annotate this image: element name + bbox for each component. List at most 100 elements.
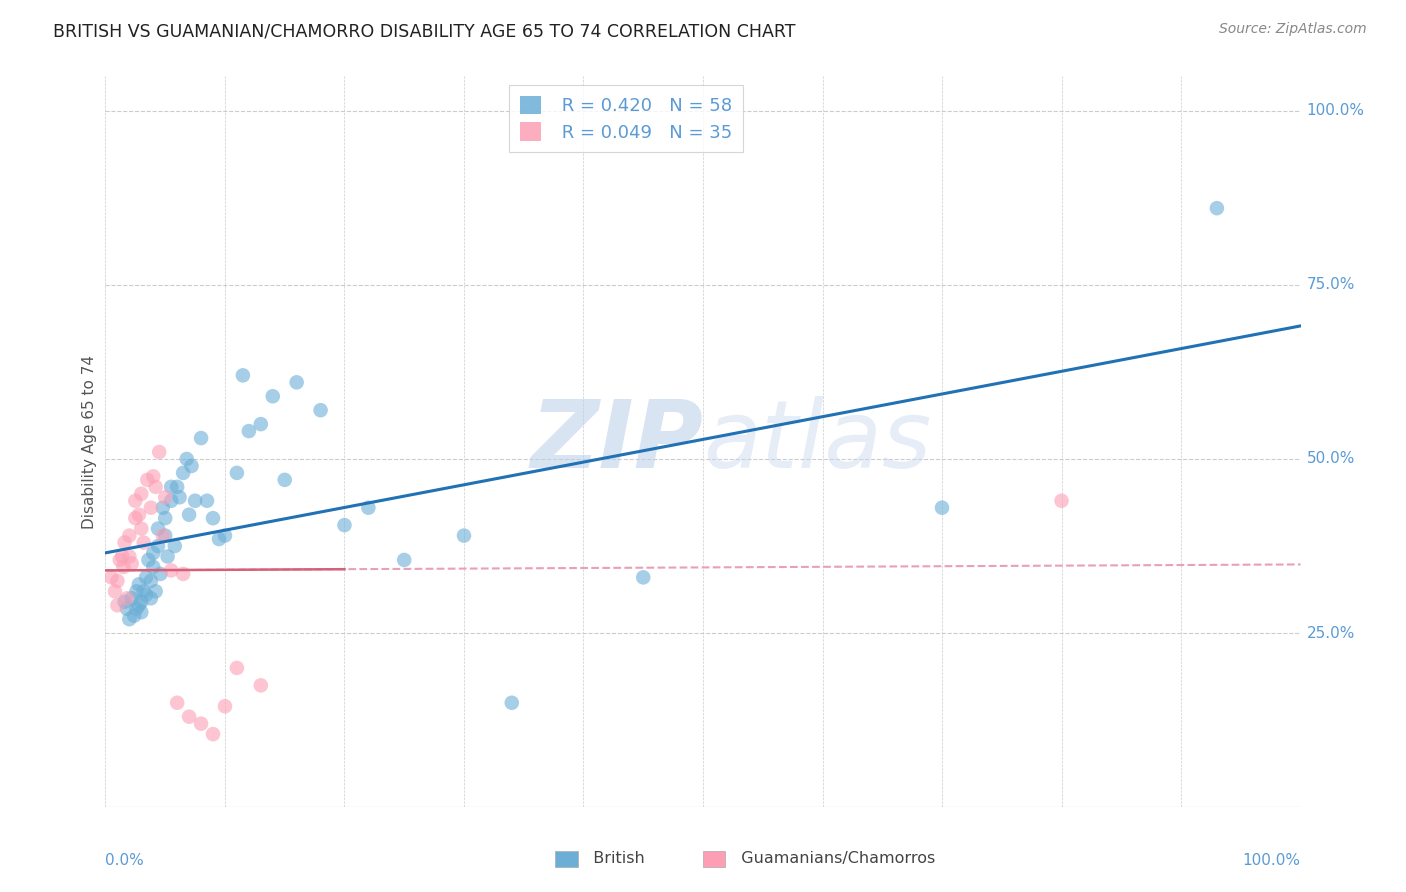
Point [122,608,145,623]
Point [146,539,169,553]
Point [357,500,380,515]
Text: 50.0%: 50.0% [1306,451,1355,467]
Point [100,570,122,584]
Point [202,511,225,525]
Text: ZIP: ZIP [530,395,703,488]
Point [118,612,141,626]
Point [115,591,138,606]
Point [250,678,273,692]
Point [142,546,165,560]
Point [135,570,157,584]
Point [392,553,416,567]
Point [124,493,146,508]
Point [146,522,169,536]
Point [1050,493,1073,508]
Point [309,403,332,417]
Point [177,709,201,723]
Point [114,595,136,609]
Point [225,661,249,675]
Point [128,508,150,522]
Point [153,490,177,504]
Point [107,574,129,588]
Point [238,424,260,438]
Point [153,511,177,525]
Point [202,727,225,741]
Point [111,549,134,564]
Point [114,535,136,549]
Point [166,480,188,494]
Point [177,508,201,522]
Point [118,528,141,542]
Point [208,532,231,546]
Point [190,716,212,731]
Point [152,528,174,542]
Point [169,490,191,504]
Point [129,595,153,609]
Point [118,549,141,564]
Point [172,566,194,581]
Point [148,445,170,459]
Point [160,493,183,508]
Point [285,376,308,390]
Point [214,528,236,542]
Text: Source: ZipAtlas.com: Source: ZipAtlas.com [1219,22,1367,37]
Point [125,584,148,599]
Point [125,601,148,615]
Point [132,584,155,599]
Point [129,605,153,619]
Point [135,588,157,602]
Point [121,591,143,606]
Point [145,584,167,599]
Point [139,500,162,515]
Point [190,431,212,445]
Point [501,696,523,710]
Text: atlas: atlas [703,396,931,487]
Point [166,696,188,710]
Point [262,389,284,403]
Point [195,493,218,508]
Point [129,522,153,536]
Point [129,487,153,501]
Point [136,473,159,487]
Point [333,518,356,533]
Point [160,563,183,577]
Text: British: British [583,851,645,865]
Point [145,480,167,494]
Point [121,557,143,571]
Point [176,452,198,467]
Point [160,480,183,494]
Point [250,417,273,431]
Point [931,500,953,515]
Point [156,549,179,564]
Point [180,458,202,473]
Point [142,560,165,574]
Point [225,466,249,480]
Point [184,493,207,508]
Point [107,599,129,613]
Text: 100.0%: 100.0% [1243,853,1301,868]
Text: 100.0%: 100.0% [1306,103,1365,118]
Point [128,577,150,591]
Text: BRITISH VS GUAMANIAN/CHAMORRO DISABILITY AGE 65 TO 74 CORRELATION CHART: BRITISH VS GUAMANIAN/CHAMORRO DISABILITY… [53,22,796,40]
Point [453,528,475,542]
Point [112,560,135,574]
Point [138,553,160,567]
Point [163,539,186,553]
Point [104,584,127,599]
Text: 75.0%: 75.0% [1306,277,1355,293]
Point [214,699,236,714]
Point [232,368,254,383]
Point [273,473,295,487]
Point [124,511,146,525]
Text: 25.0%: 25.0% [1306,625,1355,640]
Point [142,469,165,483]
Text: 0.0%: 0.0% [105,853,145,868]
Point [1206,201,1229,215]
Point [132,535,155,549]
Point [108,553,131,567]
Point [172,466,194,480]
Legend:  R = 0.420   N = 58,  R = 0.049   N = 35: R = 0.420 N = 58, R = 0.049 N = 35 [509,85,742,153]
Point [139,574,162,588]
Point [139,591,162,606]
Point [152,500,174,515]
